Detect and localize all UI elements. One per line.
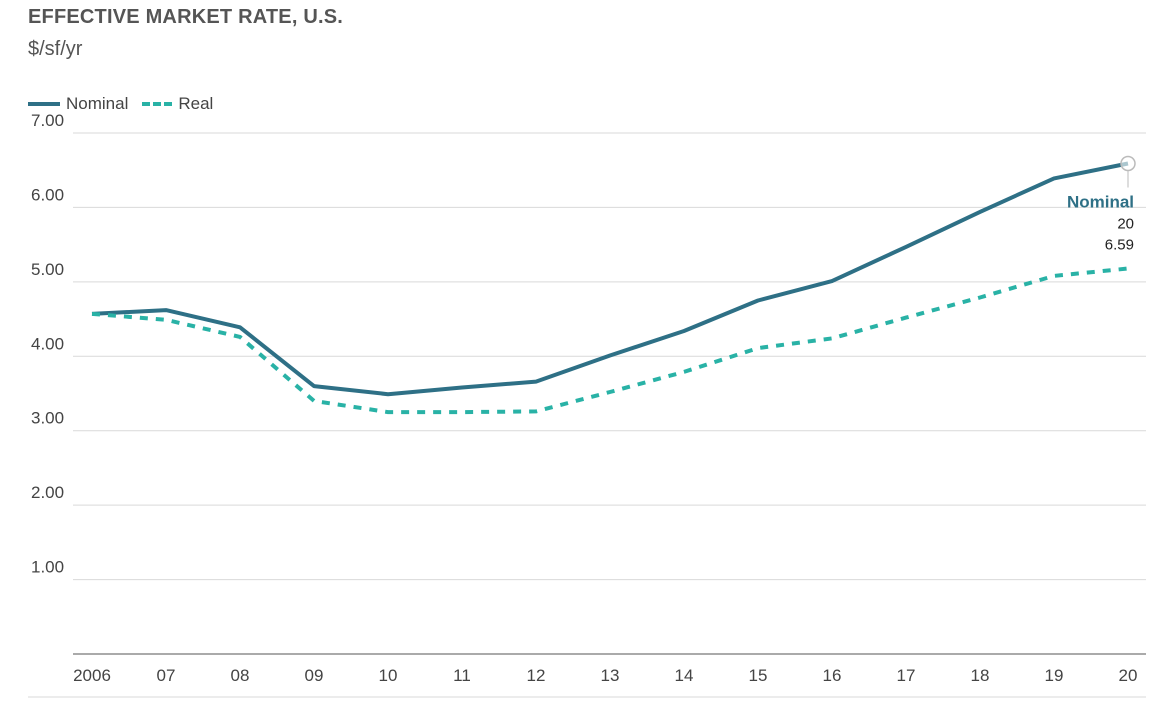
x-tick-label: 20 [1119, 666, 1138, 685]
annotation-value: 6.59 [1105, 237, 1134, 254]
legend-item-nominal[interactable]: Nominal [28, 94, 128, 114]
y-tick-label: 5.00 [31, 260, 64, 279]
x-tick-label: 08 [231, 666, 250, 685]
x-tick-label: 13 [601, 666, 620, 685]
chart-subtitle: $/sf/yr [28, 38, 83, 60]
y-tick-label: 7.00 [31, 111, 64, 130]
x-tick-label: 10 [379, 666, 398, 685]
annotation-series-name: Nominal [1067, 193, 1134, 212]
x-tick-label: 15 [749, 666, 768, 685]
x-tick-label: 12 [527, 666, 546, 685]
legend-label-nominal: Nominal [66, 94, 129, 113]
x-tick-label: 18 [971, 666, 990, 685]
y-tick-label: 6.00 [31, 185, 64, 204]
x-tick-label: 11 [453, 666, 471, 685]
legend-swatch-real [142, 102, 173, 106]
x-tick-label: 14 [675, 666, 694, 685]
series-line-nominal[interactable] [91, 161, 1129, 397]
y-tick-label: 2.00 [31, 483, 64, 502]
x-tick-label: 19 [1045, 666, 1064, 685]
legend-item-real[interactable]: Real [142, 94, 213, 114]
x-tick-label: 16 [823, 666, 842, 685]
x-tick-label: 07 [157, 666, 176, 685]
x-tick-label: 09 [305, 666, 324, 685]
y-tick-label: 3.00 [31, 409, 64, 428]
chart-title: EFFECTIVE MARKET RATE, U.S. [28, 6, 344, 28]
annotation-x-label: 20 [1117, 216, 1134, 233]
x-tick-label: 17 [897, 666, 916, 685]
annotation-marker[interactable] [1120, 155, 1136, 172]
y-tick-label: 1.00 [31, 558, 64, 577]
legend-label-real: Real [178, 94, 214, 113]
series-line-real[interactable] [91, 266, 1129, 415]
y-tick-label: 4.00 [31, 334, 64, 353]
x-tick-label: 2006 [73, 666, 111, 685]
legend: Nominal Real [28, 94, 227, 114]
legend-swatch-nominal [28, 102, 60, 106]
